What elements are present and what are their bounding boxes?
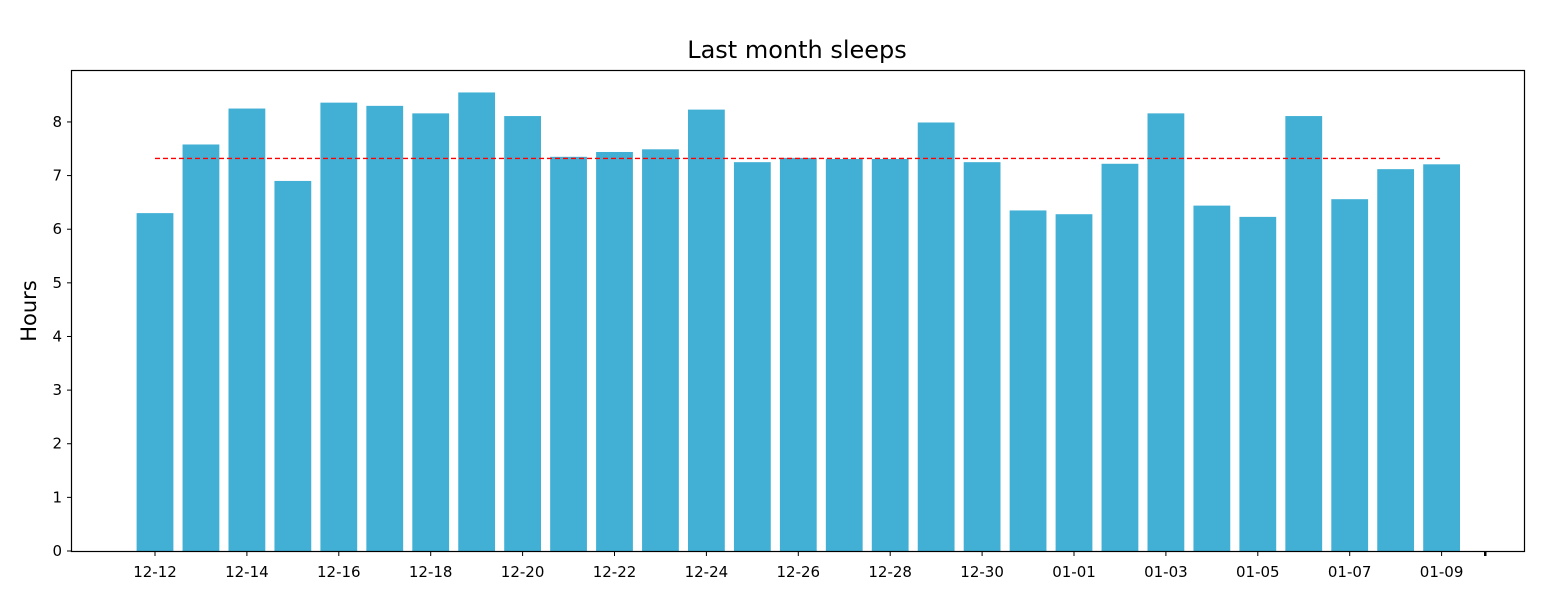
x-tick-label: 12-16 (317, 563, 361, 581)
bar-01-05 (1239, 216, 1277, 551)
x-tick-label: 12-24 (685, 563, 729, 581)
x-axis-ticks: 12-12 12-14 12-16 12-18 12-20 12-22 12-24 12-26… (133, 551, 1463, 581)
y-tick-label: 6 (52, 220, 62, 238)
x-tick-label: 12-28 (868, 563, 912, 581)
x-tick-label: 12-12 (133, 563, 177, 581)
y-tick-label: 3 (52, 381, 62, 399)
x-tick-label: 12-14 (225, 563, 269, 581)
bar-12-26 (779, 157, 817, 551)
y-tick-label: 5 (52, 274, 62, 292)
bar-12-21 (550, 156, 587, 551)
bars-group (136, 92, 1460, 552)
x-tick-label: 12-22 (593, 563, 637, 581)
bar-12-30 (963, 162, 1001, 552)
x-tick-label: 01-07 (1328, 563, 1372, 581)
x-tick-label: 01-05 (1236, 563, 1280, 581)
bar-12-16 (320, 102, 358, 551)
y-tick-label: 7 (52, 167, 62, 185)
bar-01-03 (1147, 113, 1185, 552)
bar-12-18 (412, 113, 450, 552)
bar-01-02 (1101, 163, 1139, 551)
bar-01-08 (1377, 169, 1415, 551)
x-tick-label: 12-30 (960, 563, 1004, 581)
bar-12-12 (136, 213, 174, 551)
y-axis-label: Hours (17, 280, 41, 342)
y-axis-ticks: 0 1 2 3 4 5 6 7 8 (52, 113, 72, 560)
x-tick-label: 01-09 (1420, 563, 1464, 581)
x-tick-label: 12-20 (501, 563, 545, 581)
bar-12-25 (733, 162, 771, 552)
chart-title: Last month sleeps (687, 36, 907, 64)
y-tick-label: 4 (52, 327, 62, 345)
bar-01-07 (1331, 199, 1369, 551)
plot-frame (70, 69, 1526, 553)
bar-12-20 (504, 116, 541, 552)
bar-01-09 (1423, 164, 1460, 551)
bar-12-15 (274, 180, 312, 551)
y-tick-label: 0 (52, 542, 62, 560)
y-tick-label: 8 (52, 113, 62, 131)
bar-12-28 (871, 158, 909, 551)
x-tick-label: 01-03 (1144, 563, 1188, 581)
y-tick-label: 2 (52, 435, 62, 453)
y-tick-label: 1 (52, 488, 62, 506)
stray-tick-mark (1484, 551, 1487, 556)
bar-12-22 (596, 151, 633, 552)
bar-12-29 (917, 122, 955, 552)
x-tick-label: 12-26 (777, 563, 821, 581)
bar-01-06 (1285, 116, 1323, 552)
bar-01-01 (1055, 214, 1093, 551)
x-tick-label: 12-18 (409, 563, 453, 581)
bar-12-13 (182, 144, 220, 551)
bar-12-27 (825, 158, 863, 551)
bar-12-14 (228, 108, 266, 551)
bar-01-04 (1193, 205, 1231, 552)
bar-12-31 (1009, 210, 1047, 551)
bar-12-23 (642, 149, 679, 552)
x-tick-label: 01-01 (1052, 563, 1096, 581)
bar-12-24 (688, 109, 725, 552)
bar-12-17 (366, 105, 404, 552)
bar-12-19 (458, 92, 496, 551)
